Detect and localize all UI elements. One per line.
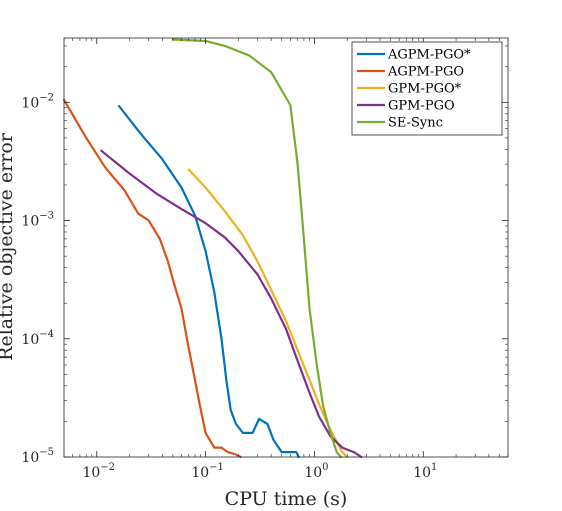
y-tick-label-2: 10−3 bbox=[21, 211, 54, 230]
legend-label-4: SE-Sync bbox=[388, 116, 443, 131]
series-line-0 bbox=[117, 104, 300, 459]
legend-label-0: AGPM-PGO* bbox=[387, 48, 471, 63]
y-tick-label-3: 10−2 bbox=[21, 92, 54, 111]
y-axis-label: Relative objective error bbox=[0, 132, 17, 361]
series-line-3 bbox=[100, 149, 363, 459]
axes: 10−2 10−1 100 101 10−5 10−4 10−3 10−2 bbox=[21, 37, 509, 481]
axes-frame bbox=[63, 37, 509, 458]
y-tick-label-0: 10−5 bbox=[21, 447, 54, 466]
x-tick-label-2: 100 bbox=[304, 462, 328, 481]
series-layer bbox=[62, 38, 363, 459]
series-line-4 bbox=[171, 38, 342, 459]
x-tick-label-0: 10−2 bbox=[82, 462, 115, 481]
x-tick-label-1: 10−1 bbox=[191, 462, 224, 481]
y-tick-label-1: 10−4 bbox=[21, 329, 54, 348]
legend: AGPM-PGO* AGPM-PGO GPM-PGO* GPM-PGO SE-Sync bbox=[351, 41, 503, 136]
legend-label-1: AGPM-PGO bbox=[387, 65, 464, 80]
x-axis-label: CPU time (s) bbox=[225, 488, 348, 510]
legend-label-2: GPM-PGO* bbox=[388, 82, 462, 97]
series-line-1 bbox=[62, 98, 242, 459]
legend-label-3: GPM-PGO bbox=[388, 99, 455, 114]
x-tick-label-3: 101 bbox=[413, 462, 437, 481]
